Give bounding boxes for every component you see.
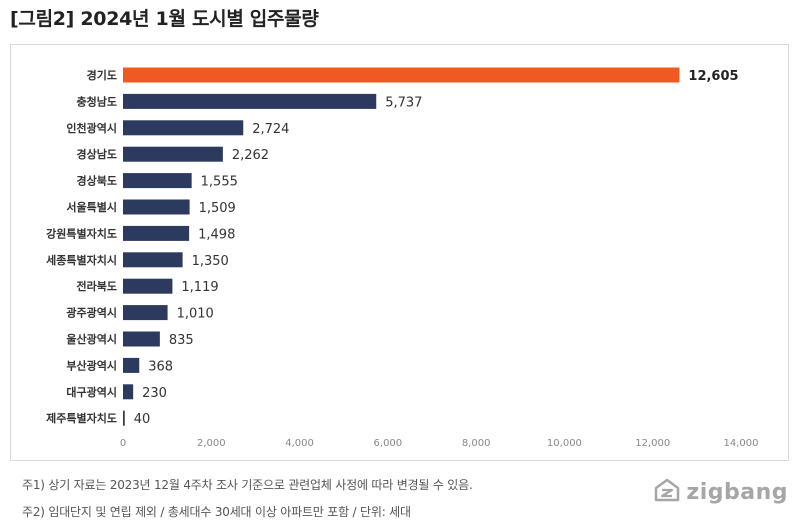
bar — [123, 225, 190, 241]
footnote-1: 주1) 상기 자료는 2023년 12월 4주차 조사 기준으로 관련업체 사정… — [22, 478, 473, 492]
bar — [123, 199, 190, 215]
footnote-2: 주2) 임대단지 및 연립 제외 / 총세대수 30세대 이상 아파트만 포함 … — [22, 505, 411, 519]
value-label: 1,350 — [192, 254, 229, 269]
bar — [123, 278, 173, 294]
bar — [123, 93, 377, 109]
value-label: 1,498 — [198, 227, 235, 242]
x-tick-label: 14,000 — [724, 438, 759, 449]
category-label: 인천광역시 — [66, 121, 117, 135]
x-tick-label: 0 — [120, 438, 126, 449]
bar — [123, 146, 223, 162]
category-label: 충청남도 — [77, 94, 117, 108]
zigbang-logo-icon — [654, 478, 680, 506]
bar — [123, 305, 168, 321]
value-label: 2,262 — [232, 148, 269, 163]
figure-title: [그림2] 2024년 1월 도시별 입주물량 — [10, 8, 319, 30]
value-label: 230 — [142, 386, 167, 401]
value-label: 1,119 — [181, 280, 218, 295]
category-label: 경상북도 — [77, 174, 117, 188]
category-label: 경상남도 — [77, 147, 117, 161]
value-label: 1,010 — [177, 307, 214, 322]
category-label: 서울특별시 — [66, 200, 117, 214]
category-label: 경기도 — [87, 68, 117, 82]
x-tick-label: 12,000 — [635, 438, 670, 449]
brand-name: zigbang — [686, 479, 788, 505]
value-label: 2,724 — [252, 122, 289, 137]
x-tick-label: 8,000 — [462, 438, 491, 449]
category-label: 부산광역시 — [66, 358, 117, 372]
brand-logo: zigbang — [654, 478, 788, 506]
bar — [123, 252, 183, 268]
category-label: 세종특별자치시 — [46, 253, 117, 267]
bar — [123, 410, 125, 426]
bar — [123, 120, 244, 136]
category-label: 전라북도 — [77, 279, 117, 293]
category-label: 제주특별자치도 — [46, 411, 117, 425]
bar — [123, 357, 140, 373]
x-tick-label: 4,000 — [285, 438, 314, 449]
category-label: 울산광역시 — [66, 332, 117, 346]
category-label: 광주광역시 — [66, 306, 117, 320]
value-label: 1,509 — [199, 201, 236, 216]
value-label: 368 — [148, 359, 173, 374]
bar — [123, 331, 160, 347]
value-label: 835 — [169, 333, 194, 348]
bar — [123, 384, 134, 400]
x-tick-label: 6,000 — [374, 438, 403, 449]
value-label: 40 — [134, 412, 151, 427]
bar — [123, 173, 192, 189]
chart-frame: 경기도 12,605 충청남도 5,737 인천광역시 2,724 경상남도 2,262 경상북… — [10, 44, 789, 461]
category-label: 강원특별자치도 — [46, 226, 117, 240]
value-label: 1,555 — [201, 175, 238, 190]
category-label: 대구광역시 — [66, 385, 117, 399]
x-tick-label: 2,000 — [197, 438, 226, 449]
x-tick-label: 10,000 — [547, 438, 582, 449]
bar-chart: 경기도 12,605 충청남도 5,737 인천광역시 2,724 경상남도 2,262 경상북… — [46, 67, 759, 449]
bar — [123, 67, 680, 83]
value-label: 5,737 — [385, 95, 422, 110]
value-label: 12,605 — [688, 69, 738, 84]
